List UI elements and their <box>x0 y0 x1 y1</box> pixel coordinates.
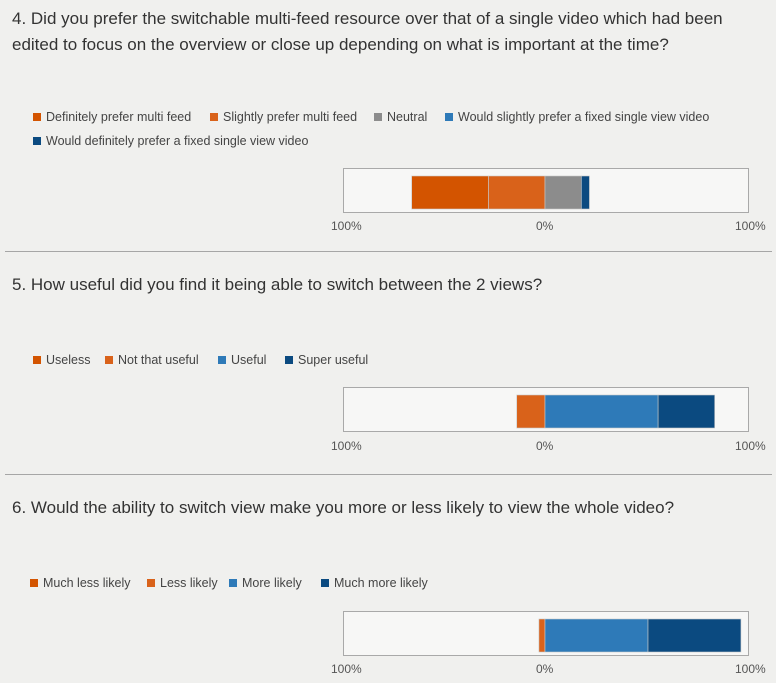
legend-item: Useful <box>218 352 266 368</box>
question-5: 5. How useful did you find it being able… <box>12 275 773 453</box>
section-divider <box>5 474 772 475</box>
legend-swatch <box>218 356 226 364</box>
legend-swatch <box>285 356 293 364</box>
legend-label: Much more likely <box>334 576 428 590</box>
legend-label: Much less likely <box>43 576 131 590</box>
legend-swatch <box>33 113 41 121</box>
axis-tick-zero: 0% <box>536 439 554 453</box>
question-5-legend: Useless Not that useful Useful Super use… <box>33 352 773 372</box>
legend-item: Neutral <box>374 109 427 125</box>
question-6-title: 6. Would the ability to switch view make… <box>12 498 675 517</box>
bar-segment <box>581 175 590 210</box>
bar-segment <box>538 618 546 653</box>
legend-swatch <box>33 356 41 364</box>
legend-swatch <box>321 579 329 587</box>
legend-label: Super useful <box>298 353 369 367</box>
bar-segment <box>657 394 715 429</box>
legend-swatch <box>374 113 382 121</box>
legend-item: Much more likely <box>321 575 428 591</box>
bar-segment <box>544 618 649 653</box>
axis-tick-zero: 0% <box>536 662 554 676</box>
chart-0-bars <box>411 175 590 210</box>
bar-segment <box>544 394 659 429</box>
legend-label: Neutral <box>387 110 428 124</box>
question-4-title: 4. Did you prefer the switchable multi-f… <box>12 9 723 54</box>
legend-label: Would definitely prefer a fixed single v… <box>46 134 309 148</box>
axis-tick-right: 100% <box>735 662 766 676</box>
legend-swatch <box>30 579 38 587</box>
axis-tick-left: 100% <box>331 439 362 453</box>
legend-label: Not that useful <box>118 353 199 367</box>
legend-item: Less likely <box>147 575 218 591</box>
axis-tick-left: 100% <box>331 662 362 676</box>
legend-swatch <box>445 113 453 121</box>
bar-segment <box>516 394 546 429</box>
legend-item: Not that useful <box>105 352 199 368</box>
legend-label: Would slightly prefer a fixed single vie… <box>458 110 710 124</box>
legend-item: Would definitely prefer a fixed single v… <box>33 133 308 149</box>
legend-swatch <box>105 356 113 364</box>
legend-label: Useless <box>46 353 91 367</box>
chart-2-bars <box>538 618 742 653</box>
section-divider <box>5 251 772 252</box>
legend-swatch <box>229 579 237 587</box>
axis-tick-zero: 0% <box>536 219 554 233</box>
legend-swatch <box>33 137 41 145</box>
legend-item: Definitely prefer multi feed <box>33 109 191 125</box>
legend-label: Slightly prefer multi feed <box>223 110 358 124</box>
legend-item: Much less likely <box>30 575 131 591</box>
bar-segment <box>544 175 582 210</box>
bar-segment <box>647 618 742 653</box>
question-4-legend: Definitely prefer multi feed Slightly pr… <box>33 109 773 153</box>
question-6-legend: Much less likely Less likely More likely… <box>30 575 770 595</box>
legend-item: Useless <box>33 352 90 368</box>
legend-item: Super useful <box>285 352 368 368</box>
legend-item: More likely <box>229 575 302 591</box>
legend-item: Slightly prefer multi feed <box>210 109 357 125</box>
legend-swatch <box>210 113 218 121</box>
legend-label: Less likely <box>160 576 218 590</box>
axis-tick-right: 100% <box>735 439 766 453</box>
legend-label: Definitely prefer multi feed <box>46 110 192 124</box>
legend-label: More likely <box>242 576 302 590</box>
axis-tick-right: 100% <box>735 219 766 233</box>
bar-segment <box>411 175 489 210</box>
legend-item: Would slightly prefer a fixed single vie… <box>445 109 709 125</box>
bar-segment <box>488 175 546 210</box>
question-5-title: 5. How useful did you find it being able… <box>12 275 543 294</box>
axis-tick-left: 100% <box>331 219 362 233</box>
legend-swatch <box>147 579 155 587</box>
chart-1-bars <box>516 394 715 429</box>
legend-label: Useful <box>231 353 267 367</box>
question-4: 4. Did you prefer the switchable multi-f… <box>0 0 776 250</box>
